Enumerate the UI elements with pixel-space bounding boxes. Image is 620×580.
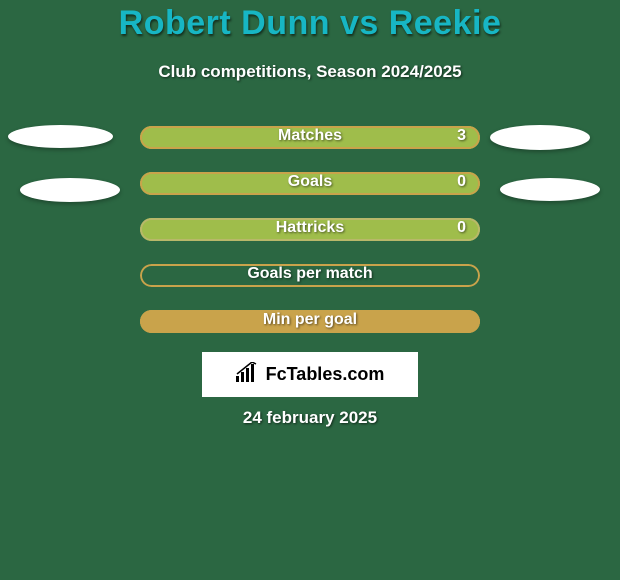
player-right-badge-2	[500, 178, 600, 201]
stat-label: Goals	[140, 173, 480, 191]
stat-row: Min per goal	[140, 310, 480, 333]
source-logo: FcTables.com	[202, 352, 418, 397]
player-left-badge-1	[8, 125, 113, 148]
stat-row: Goals0	[140, 172, 480, 195]
stat-row: Hattricks0	[140, 218, 480, 241]
snapshot-date: 24 february 2025	[0, 408, 620, 428]
stat-value-right: 0	[457, 219, 466, 237]
stat-value-right: 3	[457, 127, 466, 145]
stat-label: Min per goal	[140, 311, 480, 329]
comparison-infographic: Robert Dunn vs Reekie Club competitions,…	[0, 0, 620, 580]
page-title: Robert Dunn vs Reekie	[0, 4, 620, 43]
stat-label: Matches	[140, 127, 480, 145]
stat-label: Hattricks	[140, 219, 480, 237]
stat-row: Matches3	[140, 126, 480, 149]
stat-row: Goals per match	[140, 264, 480, 287]
stat-label: Goals per match	[140, 265, 480, 283]
player-right-badge-1	[490, 125, 590, 150]
stat-value-right: 0	[457, 173, 466, 191]
player-left-badge-2	[20, 178, 120, 202]
source-logo-text: FcTables.com	[266, 364, 385, 385]
subtitle: Club competitions, Season 2024/2025	[0, 62, 620, 82]
chart-bars-icon	[236, 362, 260, 387]
